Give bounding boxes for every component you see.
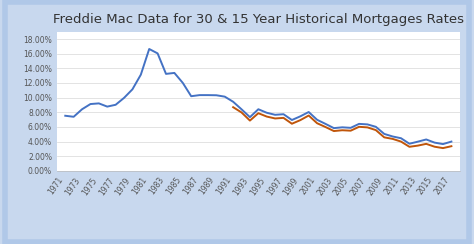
Average Annual Rate - 30 year <box>255 108 261 111</box>
Average Annual Rate - 15 year <box>448 145 454 148</box>
Average Annual Rate - 15 year <box>289 122 295 125</box>
Average Annual Rate - 30 year <box>448 140 454 143</box>
Average Annual Rate - 30 year <box>407 142 412 145</box>
Average Annual Rate - 30 year <box>365 123 370 126</box>
Average Annual Rate - 30 year <box>180 81 186 84</box>
Average Annual Rate - 30 year <box>432 141 438 144</box>
Average Annual Rate - 30 year <box>104 105 110 108</box>
Average Annual Rate - 30 year <box>382 132 387 135</box>
Average Annual Rate - 30 year <box>129 88 135 91</box>
Average Annual Rate - 15 year <box>239 111 245 114</box>
Title: Freddie Mac Data for 30 & 15 Year Historical Mortgages Rates: Freddie Mac Data for 30 & 15 Year Histor… <box>53 13 464 26</box>
Average Annual Rate - 30 year <box>71 115 76 118</box>
Average Annual Rate - 30 year <box>121 96 127 99</box>
Average Annual Rate - 30 year <box>222 95 228 98</box>
Average Annual Rate - 30 year <box>79 108 85 111</box>
Average Annual Rate - 30 year <box>415 140 420 143</box>
Average Annual Rate - 15 year <box>382 136 387 139</box>
Average Annual Rate - 30 year <box>440 142 446 145</box>
Average Annual Rate - 15 year <box>432 145 438 148</box>
Average Annual Rate - 15 year <box>348 129 354 132</box>
Average Annual Rate - 30 year <box>155 52 161 55</box>
Average Annual Rate - 30 year <box>264 111 270 114</box>
Average Annual Rate - 30 year <box>239 108 245 111</box>
Average Annual Rate - 15 year <box>323 126 328 129</box>
Average Annual Rate - 15 year <box>230 106 236 109</box>
Average Annual Rate - 30 year <box>88 102 93 105</box>
Average Annual Rate - 30 year <box>323 122 328 125</box>
Average Annual Rate - 30 year <box>205 94 211 97</box>
Average Annual Rate - 30 year <box>348 126 354 129</box>
Average Annual Rate - 15 year <box>398 140 404 143</box>
Average Annual Rate - 15 year <box>440 147 446 150</box>
Average Annual Rate - 15 year <box>255 112 261 115</box>
Average Annual Rate - 30 year <box>272 113 278 116</box>
Average Annual Rate - 30 year <box>138 73 144 76</box>
Average Annual Rate - 30 year <box>306 111 311 113</box>
Average Annual Rate - 15 year <box>272 117 278 120</box>
Average Annual Rate - 30 year <box>163 72 169 75</box>
Average Annual Rate - 30 year <box>113 103 118 106</box>
Average Annual Rate - 30 year <box>390 135 395 138</box>
Average Annual Rate - 15 year <box>423 142 429 145</box>
Average Annual Rate - 30 year <box>423 138 429 141</box>
Average Annual Rate - 15 year <box>390 137 395 140</box>
Average Annual Rate - 15 year <box>356 125 362 128</box>
Average Annual Rate - 30 year <box>230 100 236 103</box>
Average Annual Rate - 30 year <box>96 102 102 105</box>
Average Annual Rate - 30 year <box>281 113 286 116</box>
Average Annual Rate - 15 year <box>373 129 379 132</box>
Average Annual Rate - 30 year <box>213 94 219 97</box>
Average Annual Rate - 30 year <box>331 127 337 130</box>
Average Annual Rate - 30 year <box>356 122 362 125</box>
Average Annual Rate - 15 year <box>298 119 303 122</box>
Average Annual Rate - 30 year <box>298 115 303 118</box>
Average Annual Rate - 15 year <box>407 145 412 148</box>
Average Annual Rate - 30 year <box>398 137 404 140</box>
Average Annual Rate - 15 year <box>331 130 337 132</box>
Line: Average Annual Rate - 15 year: Average Annual Rate - 15 year <box>233 107 451 148</box>
Average Annual Rate - 30 year <box>197 94 202 97</box>
Average Annual Rate - 15 year <box>415 144 420 147</box>
Average Annual Rate - 15 year <box>264 115 270 118</box>
Average Annual Rate - 15 year <box>314 122 320 125</box>
Average Annual Rate - 30 year <box>247 116 253 119</box>
Average Annual Rate - 15 year <box>339 129 345 132</box>
Average Annual Rate - 30 year <box>63 114 68 117</box>
Average Annual Rate - 30 year <box>188 95 194 98</box>
Average Annual Rate - 30 year <box>146 48 152 51</box>
Average Annual Rate - 30 year <box>289 119 295 122</box>
Average Annual Rate - 30 year <box>172 71 177 74</box>
Average Annual Rate - 15 year <box>306 114 311 117</box>
Average Annual Rate - 15 year <box>365 126 370 129</box>
Average Annual Rate - 15 year <box>281 116 286 119</box>
Average Annual Rate - 15 year <box>247 119 253 122</box>
Line: Average Annual Rate - 30 year: Average Annual Rate - 30 year <box>65 49 451 144</box>
Average Annual Rate - 30 year <box>339 126 345 129</box>
Average Annual Rate - 30 year <box>373 125 379 128</box>
Average Annual Rate - 30 year <box>314 118 320 121</box>
